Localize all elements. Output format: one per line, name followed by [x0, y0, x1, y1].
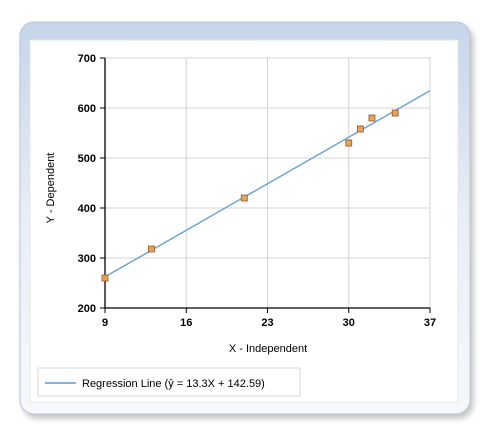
x-tick-label: 37 [424, 317, 436, 329]
x-tick-label: 30 [343, 317, 355, 329]
x-tick-label: 16 [180, 317, 192, 329]
regression-line [104, 90, 431, 278]
legend-box [37, 367, 301, 397]
tick-labels: 9 16 23 30 37 200 300 400 500 600 700 [78, 53, 436, 329]
legend: Regression Line (ŷ = 13.3X + 142.59) [37, 367, 301, 397]
x-tick-label: 9 [102, 317, 108, 329]
y-tick-label: 600 [78, 103, 96, 115]
x-tick-label: 23 [261, 317, 273, 329]
y-tick-label: 200 [78, 303, 96, 315]
chart-inner-panel [29, 39, 459, 403]
legend-label: Regression Line (ŷ = 13.3X + 142.59) [82, 378, 265, 390]
x-axis-title: X - Independent [229, 343, 307, 355]
data-point [345, 139, 353, 147]
data-point [391, 109, 399, 117]
axes-layer [100, 57, 431, 313]
data-point [101, 274, 109, 282]
data-point [368, 114, 376, 122]
y-tick-label: 500 [78, 153, 96, 165]
regression-line-layer [104, 90, 431, 278]
data-points [101, 109, 399, 282]
data-point [148, 245, 155, 253]
y-tick-label: 400 [78, 203, 96, 215]
y-tick-label: 700 [78, 53, 96, 65]
data-point [240, 194, 248, 202]
y-axis-title: Y - Dependent [45, 153, 57, 224]
data-point [356, 125, 364, 133]
y-tick-label: 300 [78, 253, 96, 265]
